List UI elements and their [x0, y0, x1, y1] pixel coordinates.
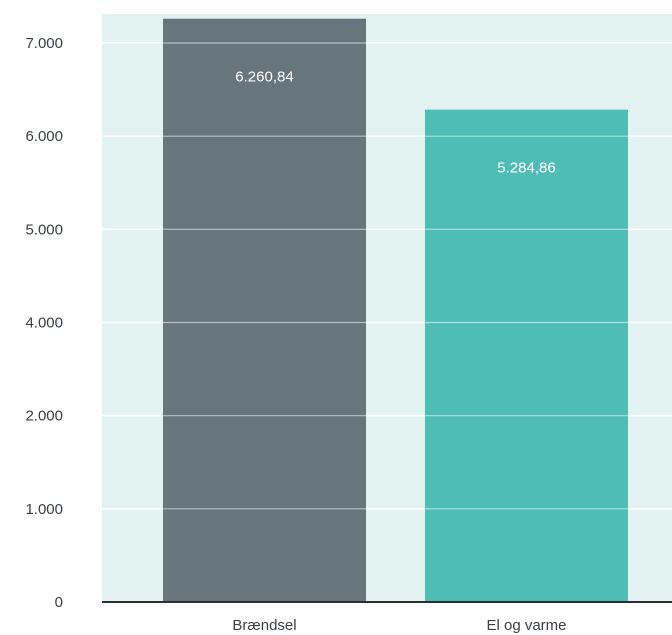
y-tick-label: 1.000 — [25, 501, 63, 518]
bars — [163, 18, 628, 603]
y-tick-label: 4.000 — [25, 315, 63, 332]
x-category-label: El og varme — [486, 617, 566, 634]
bar — [163, 18, 366, 602]
bar-value-label: 5.284,86 — [497, 160, 555, 177]
x-category-label: Brændsel — [232, 617, 296, 634]
x-axis-category-labels: Brændsel El og varme — [232, 617, 566, 634]
bar-data-labels: 6.260,84 5.284,86 — [235, 69, 555, 177]
bar — [425, 109, 628, 603]
y-tick-label: 2.000 — [25, 408, 63, 425]
bar-value-label: 6.260,84 — [235, 69, 293, 86]
y-tick-label: 7.000 — [25, 35, 63, 52]
gridlines-over-bars — [102, 42, 672, 510]
y-tick-label: 0 — [55, 594, 63, 611]
y-tick-label: 6.000 — [25, 128, 63, 145]
y-tick-label: 5.000 — [25, 221, 63, 238]
y-axis-tick-labels: 0 1.000 2.000 4.000 5.000 6.000 7.000 — [25, 35, 63, 611]
